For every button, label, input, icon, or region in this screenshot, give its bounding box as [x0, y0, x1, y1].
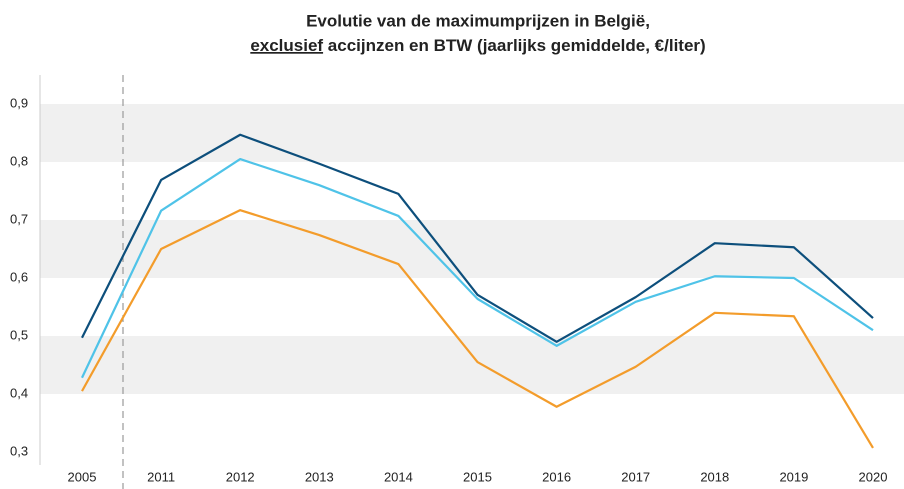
- series-line: [81, 158, 874, 379]
- x-tick-label: 2020: [859, 469, 888, 484]
- x-tick-label: 2016: [542, 469, 571, 484]
- x-tick-label: 2019: [779, 469, 808, 484]
- grid-band: [40, 220, 904, 278]
- y-tick-label: 0,8: [10, 153, 28, 168]
- title-rest: accijnzen en BTW (jaarlijks gemiddelde, …: [323, 36, 706, 55]
- x-tick-label: 2018: [700, 469, 729, 484]
- title-emphasis: exclusief: [250, 36, 323, 55]
- grid-bands: [40, 104, 904, 394]
- x-tick-label: 2005: [68, 469, 97, 484]
- y-tick-label: 0,5: [10, 327, 28, 342]
- grid-band: [40, 104, 904, 162]
- chart-title: Evolutie van de maximumprijzen in België…: [306, 11, 650, 30]
- x-tick-label: 2012: [226, 469, 255, 484]
- y-tick-label: 0,3: [10, 443, 28, 458]
- chart-subtitle: exclusief accijnzen en BTW (jaarlijks ge…: [250, 36, 705, 55]
- y-tick-label: 0,4: [10, 385, 28, 400]
- x-tick-label: 2017: [621, 469, 650, 484]
- series-line: [81, 209, 874, 449]
- x-tick-label: 2013: [305, 469, 334, 484]
- x-tick-label: 2015: [463, 469, 492, 484]
- x-tick-label: 2011: [147, 469, 175, 484]
- y-tick-label: 0,7: [10, 211, 28, 226]
- grid-band: [40, 336, 904, 394]
- series-line: [81, 133, 874, 343]
- y-tick-label: 0,6: [10, 269, 28, 284]
- x-tick-label: 2014: [384, 469, 413, 484]
- y-tick-label: 0,9: [10, 95, 28, 110]
